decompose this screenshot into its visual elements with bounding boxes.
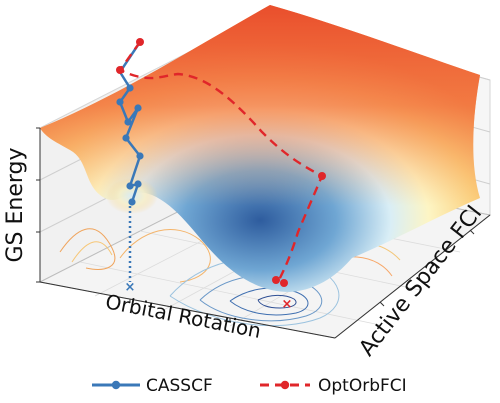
casscf-point — [126, 84, 134, 92]
casscf-point — [136, 152, 144, 160]
optorbfci-path: × — [116, 38, 326, 312]
left-valley — [106, 178, 158, 214]
legend-label-optorbfci: OptOrbFCI — [318, 376, 407, 396]
optorbfci-floor-marker: × — [282, 297, 293, 312]
casscf-point — [128, 198, 136, 206]
casscf-point — [126, 182, 134, 190]
casscf-point — [122, 134, 130, 142]
casscf-point — [134, 180, 142, 188]
z-axis-label: GS Energy — [3, 147, 28, 262]
casscf-path: × — [116, 41, 144, 295]
optorbfci-point — [136, 38, 144, 46]
casscf-point — [124, 118, 132, 126]
surface-top-shading — [40, 5, 480, 292]
optorbfci-point — [280, 279, 288, 287]
legend-item-optorbfci: OptOrbFCI — [260, 376, 407, 396]
optorbfci-point — [116, 66, 124, 74]
legend-item-casscf: CASSCF — [92, 376, 213, 396]
legend-label-casscf: CASSCF — [146, 376, 213, 396]
axis-lines — [36, 127, 491, 339]
optorbfci-line — [118, 41, 324, 283]
optorbfci-point — [272, 276, 280, 284]
casscf-floor-marker: × — [125, 280, 136, 295]
casscf-point — [134, 104, 142, 112]
legend: CASSCF OptOrbFCI — [92, 376, 407, 396]
casscf-point — [116, 98, 124, 106]
optorbfci-point — [318, 172, 326, 180]
